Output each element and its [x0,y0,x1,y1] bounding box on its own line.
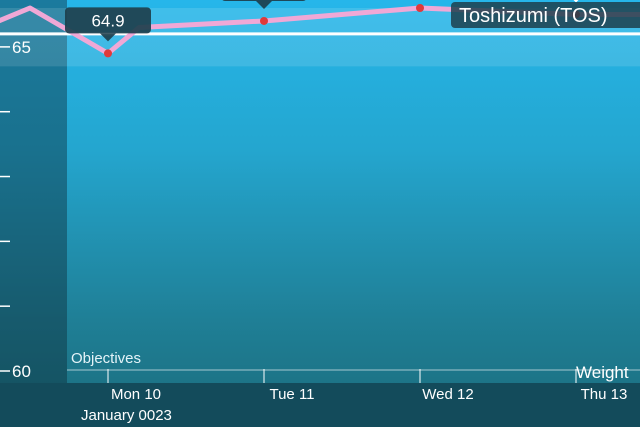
data-label: 65.5 [573,0,579,3]
data-point [260,16,268,25]
y-tick-label: 60 [12,362,31,381]
metric-label: Weight [576,363,629,382]
data-label-pointer [573,0,579,3]
data-labels-layer: 65.164.965.465.665.5 [65,0,579,42]
data-label-text: 64.9 [91,11,124,30]
x-axis-band [0,383,640,427]
data-point [416,4,424,12]
y-axis-panel [0,0,67,427]
data-label-pointer [100,33,116,42]
axes-layer: 65 60 Mon 10 Tue 11 Wed 12 Thu 13 January 0023… [0,38,640,424]
data-label-pointer [256,0,272,9]
y-tick-label: 65 [12,38,31,57]
data-label: 65.4 [222,0,306,9]
title-layer: Toshizumi (TOS) [451,2,640,28]
month-label: January 0023 [81,407,172,424]
data-label-box [222,0,306,1]
data-label-box [65,7,151,34]
x-tick-label: Tue 11 [269,386,314,403]
chart-title: Toshizumi (TOS) [459,5,608,27]
x-tick-label: Wed 12 [422,386,473,403]
data-point [104,49,112,58]
x-tick-label: Mon 10 [111,386,161,403]
goal-label: Objectives [71,350,141,367]
title-badge [451,2,640,28]
data-label: 64.9 [65,7,151,42]
x-tick-label: Thu 13 [581,386,628,403]
